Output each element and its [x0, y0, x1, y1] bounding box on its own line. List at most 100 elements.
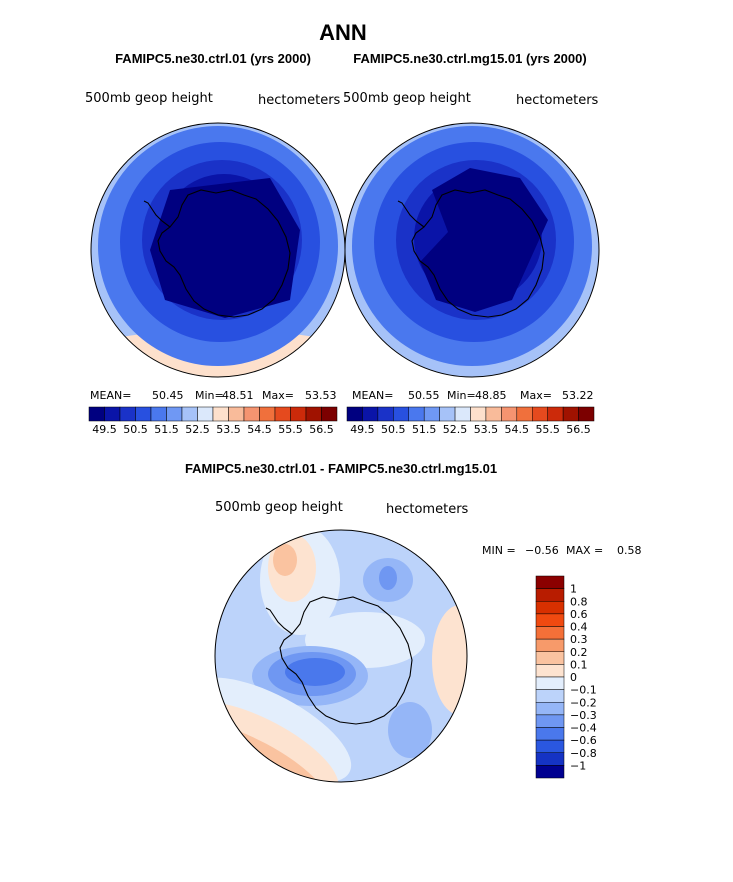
panel-left-colorbar-swatch	[166, 406, 183, 422]
panel-left-case-title: FAMIPC5.ne30.ctrl.01 (yrs 2000)	[115, 51, 311, 66]
panel-right-variable: 500mb geop height	[343, 91, 471, 106]
panel-left-colorbar-swatch	[212, 406, 229, 422]
panel-right-max-label: Max=	[520, 389, 552, 402]
panel-right: FAMIPC5.ne30.ctrl.mg15.01 (yrs 2000) 500…	[343, 51, 600, 436]
diff-colorbar-tick-label: 0.6	[570, 608, 588, 621]
panel-left-colorbar-swatch	[228, 406, 245, 422]
panel-right-min-value: 48.85	[475, 389, 507, 402]
panel-left-colorbar-swatch	[104, 406, 121, 422]
diff-colorbar-tick-label: 1	[570, 583, 577, 596]
panel-right-colorbar-swatch	[454, 406, 471, 422]
panel-right-colorbar-tick-label: 51.5	[412, 423, 437, 436]
diff-colorbar-swatch	[535, 638, 565, 653]
panel-right-colorbar-swatch	[470, 406, 487, 422]
panel-right-colorbar-swatch	[408, 406, 425, 422]
diff-min-value: −0.56	[525, 544, 559, 557]
panel-right-colorbar-swatch	[346, 406, 363, 422]
panel-right-units: hectometers	[516, 93, 599, 108]
diff-map	[215, 530, 467, 782]
panel-left-colorbar-swatch	[150, 406, 167, 422]
diff-colorbar-tick-label: −0.3	[570, 709, 597, 722]
panel-diff: FAMIPC5.ne30.ctrl.01 - FAMIPC5.ne30.ctrl…	[185, 461, 642, 783]
panel-left-colorbar-tick-label: 50.5	[123, 423, 148, 436]
panel-left-colorbar-swatch	[305, 406, 322, 422]
panel-left-variable: 500mb geop height	[85, 91, 213, 106]
diff-max-label: MAX =	[566, 544, 603, 557]
diff-colorbar-swatch	[535, 676, 565, 690]
panel-left-colorbar-swatch	[243, 406, 260, 422]
panel-left-colorbar-swatch	[259, 406, 276, 422]
panel-left-colorbar-swatch	[119, 406, 136, 422]
panel-left-max-label: Max=	[262, 389, 294, 402]
diff-colorbar-swatch	[535, 714, 565, 728]
panel-right-colorbar-tick-label: 52.5	[443, 423, 468, 436]
panel-left-stats: MEAN= 50.45 Min= 48.51 Max= 53.53	[90, 389, 337, 402]
panel-left-units: hectometers	[258, 93, 341, 108]
panel-left-colorbar-swatch	[290, 406, 307, 422]
diff-min-label: MIN =	[482, 544, 516, 557]
diff-title: FAMIPC5.ne30.ctrl.01 - FAMIPC5.ne30.ctrl…	[185, 461, 497, 476]
panel-left-colorbar-tick-label: 53.5	[216, 423, 241, 436]
panel-right-colorbar-swatch	[547, 406, 564, 422]
diff-colorbar-tick-label: 0.2	[570, 646, 588, 659]
panel-right-colorbar: 49.5 50.5 51.5 52.5 53.5 54.5 55.5 56.5	[346, 406, 595, 436]
panel-left-map	[91, 123, 345, 377]
diff-colorbar-swatch	[535, 664, 565, 678]
panel-right-map	[345, 123, 599, 377]
diff-colorbar-swatch	[535, 651, 565, 665]
diff-colorbar-tick-label: 0.3	[570, 633, 588, 646]
diff-colorbar-swatch	[535, 601, 565, 615]
panel-right-colorbar-swatch	[501, 406, 518, 422]
panel-left-mean-value: 50.45	[152, 389, 184, 402]
panel-right-colorbar-swatch	[439, 406, 456, 422]
panel-right-colorbar-tick-label: 50.5	[381, 423, 406, 436]
diff-colorbar-tick-label: −0.4	[570, 722, 597, 735]
diff-colorbar-swatch	[535, 727, 565, 741]
diff-colorbar-swatch	[535, 702, 565, 716]
panel-left-colorbar-tick-label: 54.5	[247, 423, 272, 436]
panel-left-min-value: 48.51	[222, 389, 254, 402]
panel-right-colorbar-swatch	[532, 406, 548, 422]
panel-right-colorbar-swatch	[485, 406, 502, 422]
panel-right-colorbar-swatch	[362, 406, 379, 422]
diff-colorbar-tick-label: −0.8	[570, 747, 597, 760]
diff-units: hectometers	[386, 502, 469, 517]
diff-colorbar-swatch	[535, 613, 565, 627]
panel-right-mean-label: MEAN=	[352, 389, 393, 402]
panel-right-colorbar-swatch	[423, 406, 440, 422]
diff-colorbar-swatch	[535, 626, 565, 640]
panel-right-colorbar-tick-label: 49.5	[350, 423, 375, 436]
diff-colorbar-tick-label: 0.1	[570, 658, 588, 671]
diff-colorbar: 10.80.60.40.30.20.10−0.1−0.2−0.3−0.4−0.6…	[535, 575, 597, 779]
panel-right-colorbar-tick-label: 53.5	[474, 423, 499, 436]
diff-colorbar-tick-label: 0	[570, 671, 577, 684]
panel-left-colorbar-tick-label: 56.5	[309, 423, 334, 436]
panel-right-colorbar-tick-label: 56.5	[566, 423, 591, 436]
panel-left-max-value: 53.53	[305, 389, 337, 402]
panel-left-mean-label: MEAN=	[90, 389, 131, 402]
panel-left-colorbar-swatch	[135, 406, 152, 422]
diff-colorbar-tick-label: −0.1	[570, 684, 597, 697]
panel-left-colorbar-tick-label: 49.5	[92, 423, 117, 436]
diff-colorbar-swatch	[535, 752, 565, 766]
panel-left-min-label: Min=	[195, 389, 224, 402]
diff-colorbar-swatch	[535, 588, 565, 602]
panel-left-colorbar-tick-label: 55.5	[278, 423, 303, 436]
panel-left: FAMIPC5.ne30.ctrl.01 (yrs 2000) 500mb ge…	[85, 51, 346, 436]
panel-right-max-value: 53.22	[562, 389, 594, 402]
diff-max-value: 0.58	[617, 544, 642, 557]
panel-right-colorbar-swatch	[578, 406, 595, 422]
diff-colorbar-tick-label: 0.4	[570, 621, 588, 634]
diff-colorbar-tick-label: −0.6	[570, 734, 597, 747]
panel-left-colorbar-tick-label: 51.5	[154, 423, 179, 436]
diff-colorbar-swatch	[535, 765, 565, 779]
panel-right-stats: MEAN= 50.55 Min= 48.85 Max= 53.22	[352, 389, 594, 402]
panel-right-colorbar-swatch	[393, 406, 409, 422]
diff-colorbar-swatch	[535, 689, 565, 703]
panel-right-mean-value: 50.55	[408, 389, 440, 402]
panel-right-colorbar-swatch	[377, 406, 394, 422]
panel-right-colorbar-swatch	[516, 406, 533, 422]
panel-left-colorbar-tick-label: 52.5	[185, 423, 210, 436]
panel-right-colorbar-tick-label: 54.5	[505, 423, 530, 436]
